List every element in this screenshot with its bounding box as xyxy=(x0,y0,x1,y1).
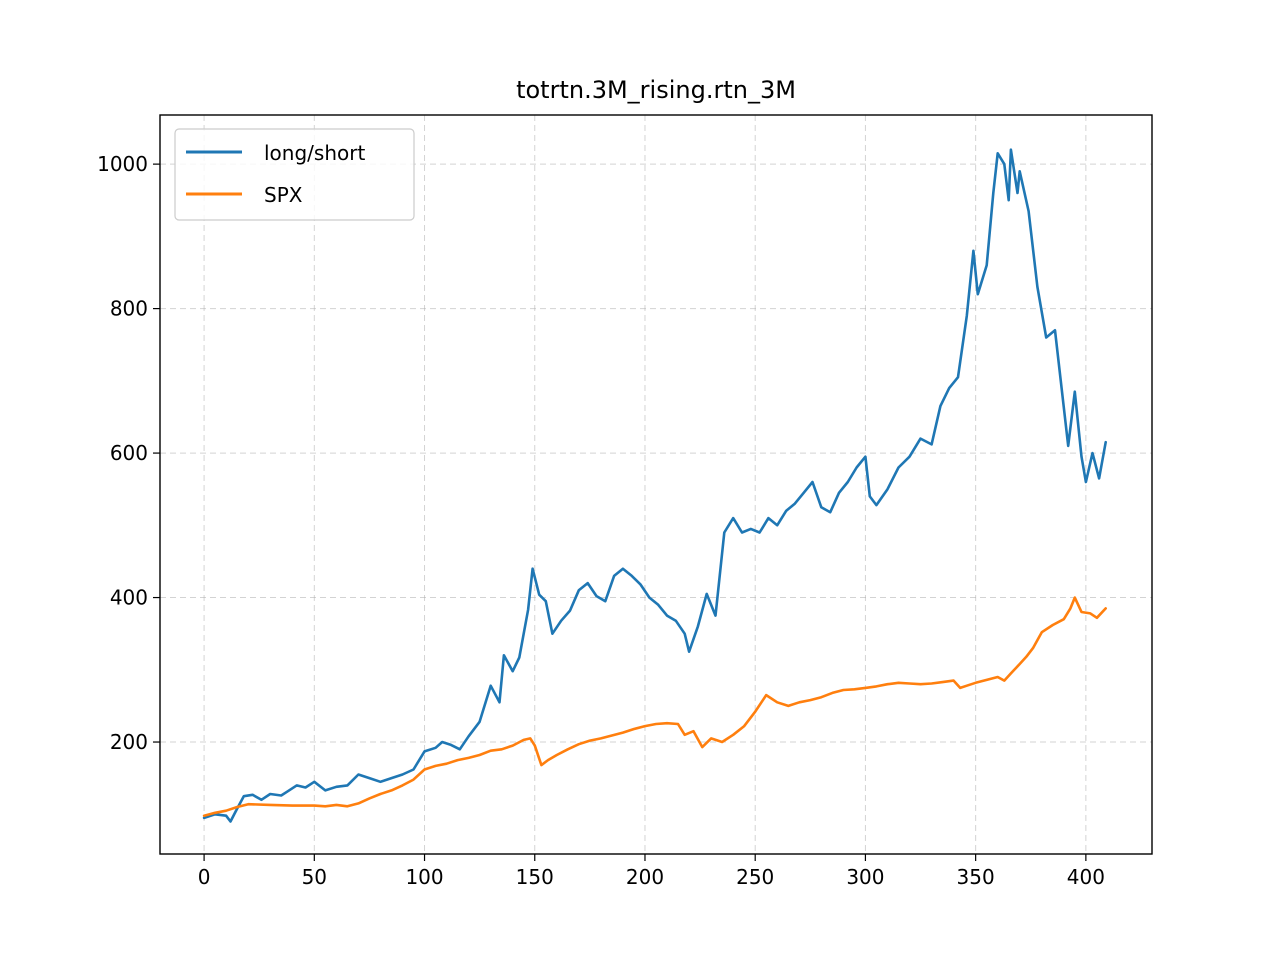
y-tick-label: 600 xyxy=(110,441,148,465)
plot-frame xyxy=(159,114,1153,855)
legend-label-spx: SPX xyxy=(264,183,303,207)
chart-title: totrtn.3M_rising.rtn_3M xyxy=(516,76,796,104)
grid-layer xyxy=(160,115,1152,854)
series-line-long-short xyxy=(202,148,1107,823)
x-tick-label: 0 xyxy=(198,865,211,889)
x-tick-label: 100 xyxy=(405,865,443,889)
y-tick-label: 200 xyxy=(110,730,148,754)
x-axis: 0 50 100 150 200 250 300 350 400 xyxy=(198,854,1105,889)
x-tick-label: 150 xyxy=(516,865,554,889)
y-tick-label: 1000 xyxy=(97,152,148,176)
x-tick-label: 200 xyxy=(626,865,664,889)
x-tick-label: 50 xyxy=(302,865,327,889)
legend: long/short SPX xyxy=(174,128,415,221)
series-line-spx xyxy=(202,596,1107,817)
series-layer xyxy=(202,148,1107,823)
x-tick-label: 350 xyxy=(957,865,995,889)
legend-label-long-short: long/short xyxy=(264,141,365,165)
x-tick-label: 400 xyxy=(1067,865,1105,889)
x-tick-label: 300 xyxy=(846,865,884,889)
y-axis: 200 400 600 800 1000 xyxy=(97,152,160,754)
y-tick-label: 800 xyxy=(110,297,148,321)
y-tick-label: 400 xyxy=(110,586,148,610)
x-tick-label: 250 xyxy=(736,865,774,889)
